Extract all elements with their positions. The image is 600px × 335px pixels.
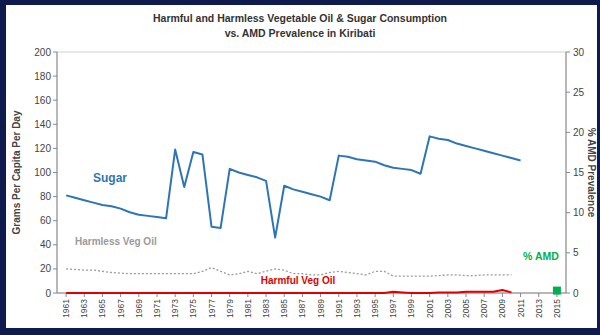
plot-frame <box>57 52 566 293</box>
y-tick <box>53 124 57 125</box>
x-tick-label: 2015 <box>552 299 562 318</box>
x-tick-label: 2013 <box>534 299 544 318</box>
y2-tick <box>566 252 570 253</box>
y2-axis-title: % AMD Prevalence <box>586 128 597 218</box>
y-tick <box>53 76 57 77</box>
y-tick-label: 20 <box>40 263 52 274</box>
x-tick-label: 1997 <box>388 299 398 318</box>
y2-tick-label: 10 <box>573 207 585 218</box>
y-tick-label: 200 <box>34 47 51 58</box>
x-tick-label: 1971 <box>152 299 162 318</box>
y2-tick-label: 0 <box>573 288 579 299</box>
y-tick <box>53 220 57 221</box>
x-tick-label: 1993 <box>352 299 362 318</box>
title: Harmful and Harmless Vegetable Oil & Sug… <box>153 12 447 24</box>
series-label: Sugar <box>93 171 127 185</box>
x-tick-label: 2003 <box>443 299 453 318</box>
x-tick-label: 1999 <box>406 299 416 318</box>
y2-tick <box>566 132 570 133</box>
y-tick <box>53 196 57 197</box>
x-tick-label: 2001 <box>425 299 435 318</box>
y-tick-label: 40 <box>40 239 52 250</box>
y-tick-label: 120 <box>34 143 51 154</box>
y-tick-label: 0 <box>45 288 51 299</box>
plot-marks <box>66 136 561 294</box>
x-tick <box>466 293 467 297</box>
y-tick <box>53 268 57 269</box>
y-tick-label: 180 <box>34 71 51 82</box>
x-tick-label: 2005 <box>461 299 471 318</box>
y2-tick-label: 5 <box>573 247 579 258</box>
y-tick <box>53 293 57 294</box>
y-tick <box>53 100 57 101</box>
outer-background <box>0 0 600 335</box>
y-tick <box>53 244 57 245</box>
y-tick <box>53 172 57 173</box>
series-line <box>66 136 520 237</box>
x-tick-label: 1981 <box>243 299 253 318</box>
x-tick-label: 1987 <box>297 299 307 318</box>
x-tick-label: 1983 <box>261 299 271 318</box>
series-line <box>66 290 511 293</box>
x-tick <box>393 293 394 297</box>
x-tick-label: 1995 <box>370 299 380 318</box>
y2-tick <box>566 293 570 294</box>
x-tick <box>502 293 503 297</box>
y-tick-label: 80 <box>40 191 52 202</box>
y-tick-label: 100 <box>34 167 51 178</box>
y2-tick <box>566 172 570 173</box>
series-label: % AMD <box>523 250 559 262</box>
y2-tick-label: 25 <box>573 87 585 98</box>
x-tick-label: 1961 <box>61 299 71 318</box>
y-axis-title: Grams Per Capita Per Day <box>11 110 22 234</box>
x-tick-label: 1969 <box>134 299 144 318</box>
x-tick <box>447 293 448 297</box>
series-label: Harmless Veg Oil <box>75 236 157 247</box>
y2-tick-label: 15 <box>573 167 585 178</box>
x-tick-label: 1985 <box>279 299 289 318</box>
amd-marker <box>553 287 561 295</box>
x-tick-label: 1977 <box>207 299 217 318</box>
x-tick-label: 1979 <box>225 299 235 318</box>
x-tick-label: 1967 <box>116 299 126 318</box>
x-tick-label: 2009 <box>497 299 507 318</box>
y2-tick <box>566 52 570 53</box>
y2-tick <box>566 92 570 93</box>
x-tick <box>484 293 485 297</box>
x-tick-label: 1965 <box>97 299 107 318</box>
x-tick-label: 1973 <box>170 299 180 318</box>
x-tick-label: 1963 <box>79 299 89 318</box>
y2-tick-label: 30 <box>573 47 585 58</box>
subtitle: vs. AMD Prevalence in Kiribati <box>225 27 376 39</box>
chart: Harmful and Harmless Vegetable Oil & Sug… <box>0 0 600 335</box>
y2-tick <box>566 212 570 213</box>
x-tick-label: 2011 <box>516 299 526 318</box>
x-tick-label: 1991 <box>334 299 344 318</box>
y2-tick-label: 20 <box>573 127 585 138</box>
series-label: Harmful Veg Oil <box>261 275 336 286</box>
y-tick-label: 60 <box>40 215 52 226</box>
y-tick <box>53 148 57 149</box>
x-tick <box>520 293 521 297</box>
y-tick-label: 140 <box>34 119 51 130</box>
x-tick-label: 1989 <box>316 299 326 318</box>
x-tick-label: 1975 <box>188 299 198 318</box>
x-tick <box>538 293 539 297</box>
x-tick-label: 2007 <box>479 299 489 318</box>
y-tick <box>53 52 57 53</box>
y-tick-label: 160 <box>34 95 51 106</box>
chart-background <box>6 5 597 328</box>
